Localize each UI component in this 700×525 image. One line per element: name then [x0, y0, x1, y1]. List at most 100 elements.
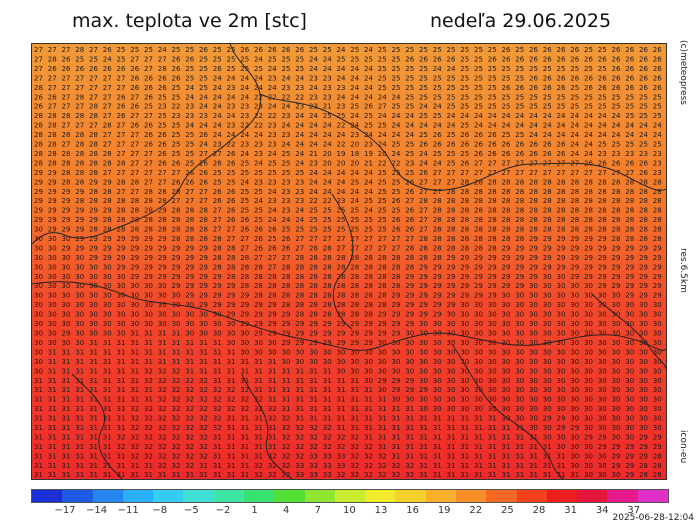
grid-value: 25: [447, 74, 456, 82]
grid-value: 25: [488, 65, 497, 73]
grid-value: 24: [282, 74, 291, 82]
grid-value: 25: [172, 131, 181, 139]
grid-value: 28: [34, 131, 43, 139]
grid-value: 29: [240, 301, 249, 309]
grid-value: 25: [350, 207, 359, 215]
grid-value: 28: [502, 178, 511, 186]
grid-value: 30: [488, 301, 497, 309]
grid-value: 31: [130, 396, 139, 404]
grid-value: 30: [254, 339, 263, 347]
grid-value: 32: [130, 415, 139, 423]
grid-value: 24: [254, 55, 263, 63]
grid-value: 25: [350, 216, 359, 224]
grid-value: 29: [213, 301, 222, 309]
grid-value: 30: [488, 330, 497, 338]
grid-value: 25: [543, 93, 552, 101]
grid-value: 32: [185, 443, 194, 451]
grid-value: 25: [117, 55, 126, 63]
grid-value: 24: [543, 122, 552, 130]
grid-value: 25: [240, 65, 249, 73]
grid-value: 24: [227, 93, 236, 101]
color-scale-ticks: −17 −14 −11 −8 −5 −2 1 4 7 10 13 16 19 22 25 28 31 34 37: [31, 505, 667, 519]
grid-value: 30: [598, 424, 607, 432]
grid-value: 26: [515, 150, 524, 158]
grid-value: 26: [130, 74, 139, 82]
grid-value: 22: [337, 122, 346, 130]
grid-value: 27: [75, 103, 84, 111]
grid-value: 30: [48, 244, 57, 252]
grid-value: 30: [117, 301, 126, 309]
grid-value: 28: [172, 235, 181, 243]
grid-value: 31: [89, 405, 98, 413]
grid-value: 31: [323, 396, 332, 404]
grid-value: 24: [309, 84, 318, 92]
grid-value: 28: [227, 273, 236, 281]
grid-value: 28: [584, 216, 593, 224]
grid-value: 30: [543, 320, 552, 328]
grid-value: 26: [282, 235, 291, 243]
grid-value: 24: [309, 112, 318, 120]
grid-value: 25: [474, 103, 483, 111]
grid-value: 24: [364, 93, 373, 101]
grid-value: 28: [185, 226, 194, 234]
grid-value: 26: [103, 46, 112, 54]
grid-value: 25: [323, 46, 332, 54]
grid-value: 25: [653, 103, 662, 111]
grid-value: 25: [570, 84, 579, 92]
grid-value: 28: [653, 462, 662, 470]
grid-value: 26: [529, 150, 538, 158]
grid-value: 30: [447, 348, 456, 356]
grid-value: 28: [350, 263, 359, 271]
grid-value: 20: [337, 159, 346, 167]
grid-value: 31: [103, 396, 112, 404]
grid-value: 24: [213, 74, 222, 82]
grid-value: 31: [48, 358, 57, 366]
grid-value: 24: [598, 131, 607, 139]
grid-value: 25: [172, 46, 181, 54]
grid-value: 30: [117, 330, 126, 338]
grid-value: 29: [144, 235, 153, 243]
grid-value: 28: [172, 216, 181, 224]
grid-value: 30: [557, 386, 566, 394]
grid-value: 26: [612, 84, 621, 92]
grid-value: 30: [557, 301, 566, 309]
grid-value: 30: [62, 292, 71, 300]
grid-value: 24: [419, 103, 428, 111]
grid-value: 25: [433, 46, 442, 54]
grid-value: 31: [309, 396, 318, 404]
grid-value: 30: [653, 358, 662, 366]
grid-value: 26: [653, 55, 662, 63]
grid-value: 30: [89, 282, 98, 290]
model-label: icon-eu: [678, 430, 688, 464]
grid-value: 24: [295, 74, 304, 82]
grid-value: 26: [639, 65, 648, 73]
grid-value: 30: [48, 292, 57, 300]
grid-value: 24: [309, 55, 318, 63]
grid-value: 25: [378, 65, 387, 73]
grid-value: 31: [144, 358, 153, 366]
grid-value: 29: [612, 282, 621, 290]
grid-value: 31: [62, 452, 71, 460]
grid-value: 25: [447, 103, 456, 111]
grid-value: 26: [227, 197, 236, 205]
grid-value: 25: [447, 159, 456, 167]
grid-value: 29: [48, 169, 57, 177]
grid-value: 25: [419, 112, 428, 120]
grid-value: 32: [172, 415, 181, 423]
grid-value: 27: [62, 93, 71, 101]
grid-value: 25: [227, 65, 236, 73]
grid-value: 25: [350, 226, 359, 234]
grid-value: 23: [625, 150, 634, 158]
grid-value: 24: [295, 112, 304, 120]
grid-value: 25: [240, 169, 249, 177]
grid-value: 26: [502, 84, 511, 92]
grid-value: 26: [405, 226, 414, 234]
grid-value: 27: [213, 207, 222, 215]
grid-value: 29: [557, 244, 566, 252]
grid-value: 31: [34, 405, 43, 413]
grid-value: 30: [460, 377, 469, 385]
grid-value: 32: [158, 462, 167, 470]
grid-value: 23: [240, 112, 249, 120]
grid-value: 28: [625, 188, 634, 196]
grid-value: 26: [625, 84, 634, 92]
